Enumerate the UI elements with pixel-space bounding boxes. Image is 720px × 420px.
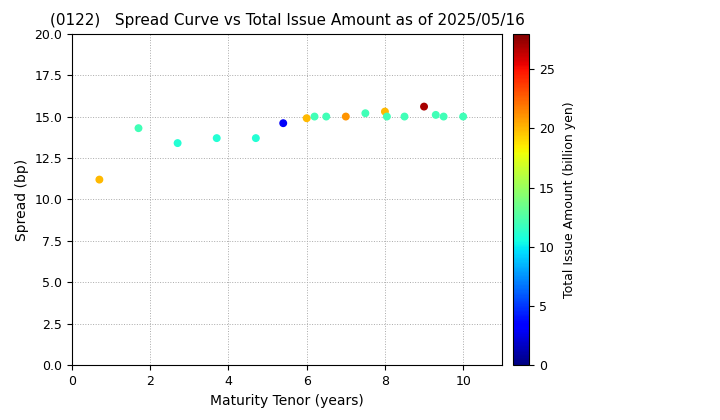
Point	[132, 125, 144, 131]
Point	[430, 112, 441, 118]
Point	[359, 110, 371, 117]
Point	[340, 113, 351, 120]
X-axis label: Maturity Tenor (years): Maturity Tenor (years)	[210, 394, 364, 408]
Point	[438, 113, 449, 120]
Point	[418, 103, 430, 110]
Point	[277, 120, 289, 126]
Point	[211, 135, 222, 142]
Point	[94, 176, 105, 183]
Point	[172, 140, 184, 147]
Point	[320, 113, 332, 120]
Point	[457, 113, 469, 120]
Point	[381, 113, 392, 120]
Point	[250, 135, 261, 142]
Y-axis label: Spread (bp): Spread (bp)	[15, 158, 29, 241]
Y-axis label: Total Issue Amount (billion yen): Total Issue Amount (billion yen)	[563, 101, 576, 298]
Point	[379, 108, 391, 115]
Point	[309, 113, 320, 120]
Point	[399, 113, 410, 120]
Title: (0122)   Spread Curve vs Total Issue Amount as of 2025/05/16: (0122) Spread Curve vs Total Issue Amoun…	[50, 13, 525, 28]
Point	[301, 115, 312, 121]
